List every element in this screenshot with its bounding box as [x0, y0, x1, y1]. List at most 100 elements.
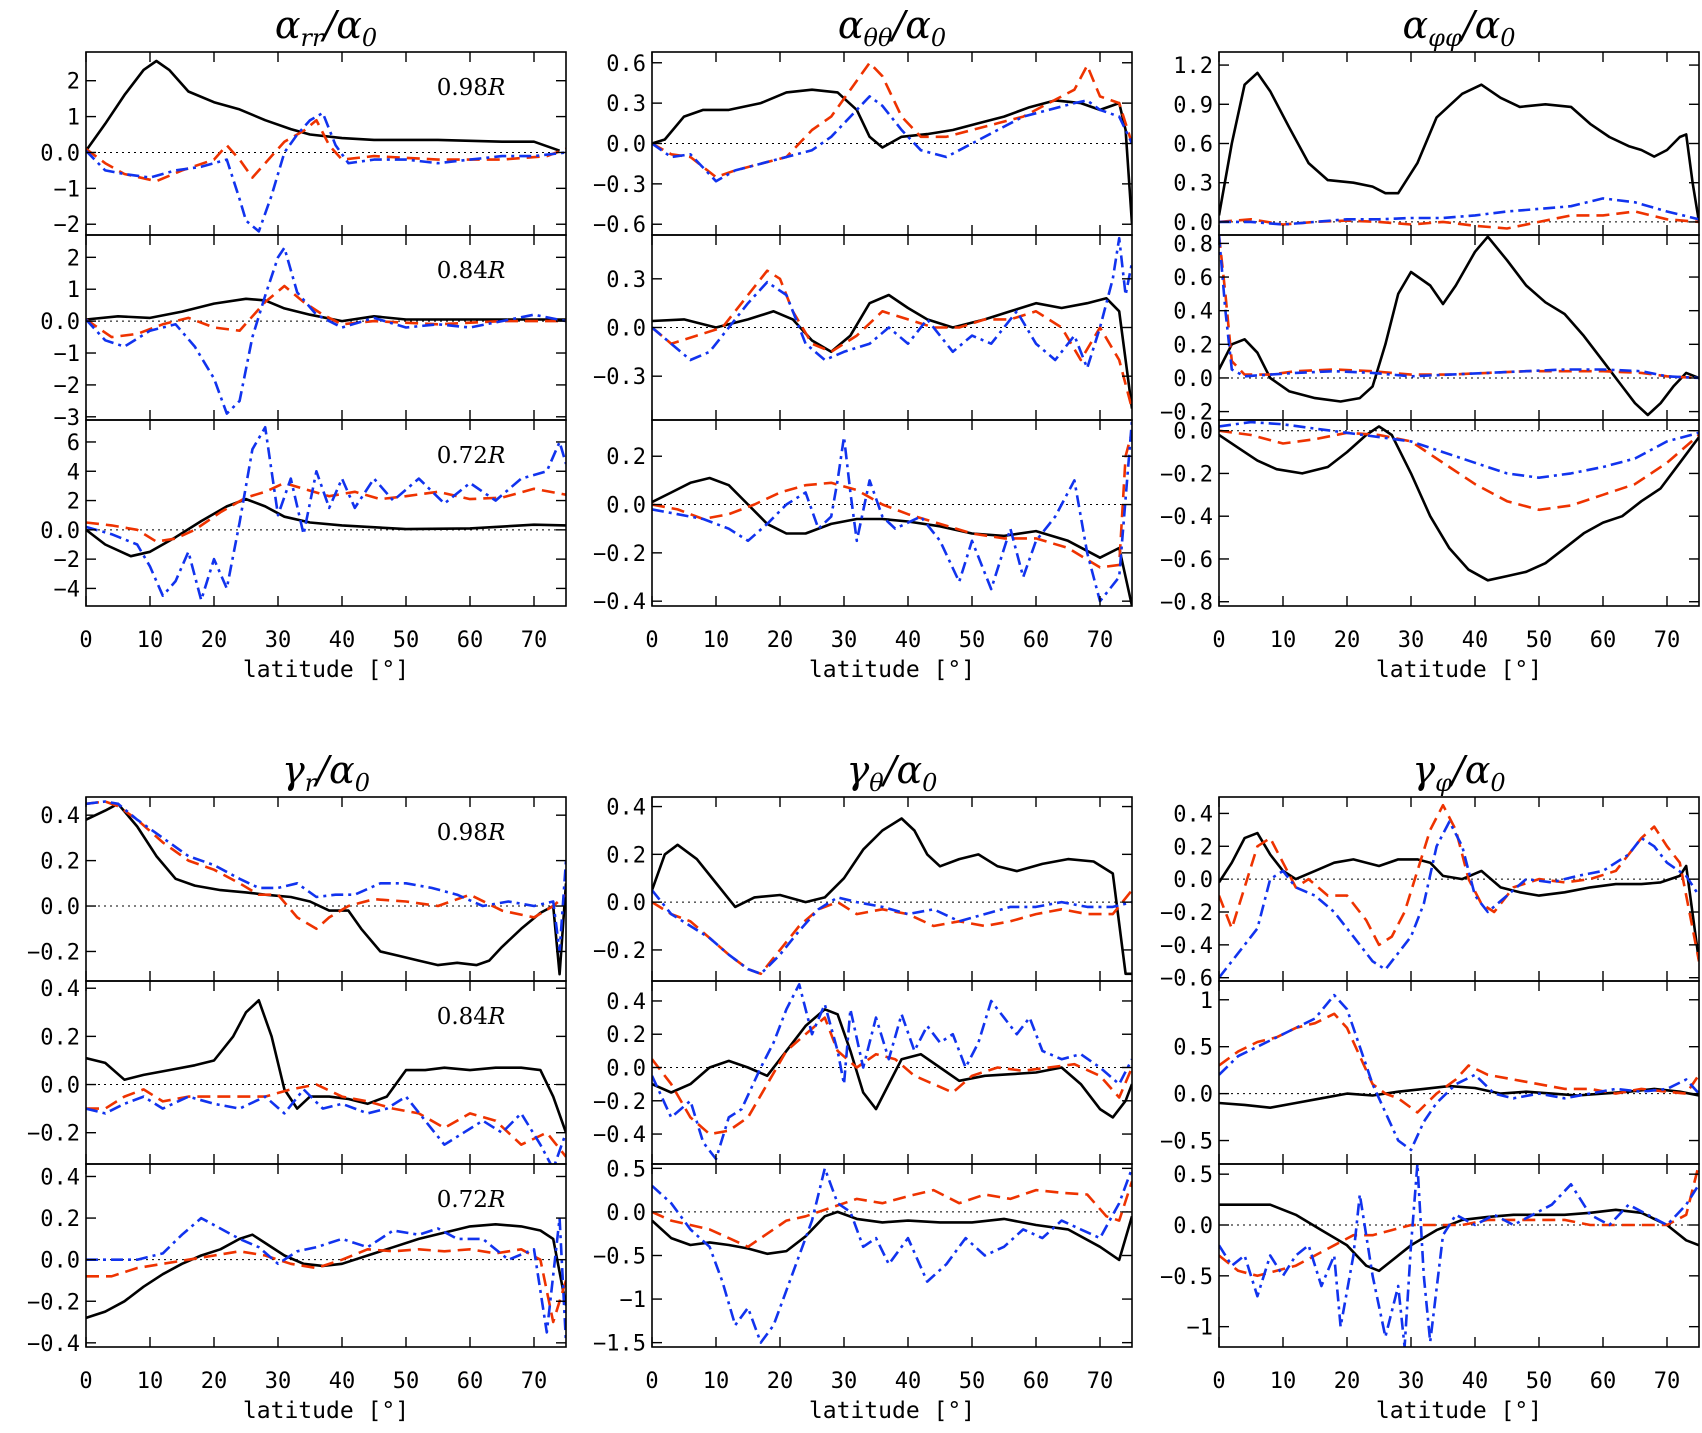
y-tick-label: −2 [54, 374, 81, 399]
panel-5: γθ/α00.40.20.0−0.20.40.20.0−0.2−0.40.50.… [593, 748, 1133, 1424]
subplot-row-1: 0.6 0.3 0.0 −0.3 −0.6 [593, 51, 1133, 238]
series-solid-line [652, 1008, 1132, 1119]
radius-label: 0.98R [437, 75, 506, 101]
y-tick-label: 1 [67, 106, 80, 131]
x-tick-label: 40 [329, 1369, 356, 1394]
series-dashed-line [86, 800, 566, 931]
x-tick-label: 10 [703, 1369, 730, 1394]
y-tick-label: −0.3 [593, 173, 646, 198]
y-tick-label: 0.2 [606, 1023, 646, 1048]
subplot-row-1: 0.4 0.2 0.0 −0.2 0.98R [27, 796, 567, 982]
y-tick-label: 1 [1200, 989, 1213, 1014]
x-tick-label: 40 [1462, 628, 1489, 653]
series-solid-line [86, 297, 566, 323]
x-tick-label: 70 [521, 1369, 548, 1394]
x-tick-label: 70 [1087, 1369, 1114, 1394]
series-dashed-line [86, 1083, 566, 1158]
x-tick-label: 0 [79, 1369, 92, 1394]
x-tick-label: 30 [265, 1369, 292, 1394]
y-tick-label: 0.2 [40, 1207, 80, 1232]
y-tick-label: −0.2 [27, 1122, 80, 1147]
series-dashdot-line [1219, 993, 1699, 1152]
x-tick-label: 50 [1526, 1369, 1553, 1394]
subplot-row-3: 6 4 2 0.0 −2 −4 0.72R [40, 419, 567, 607]
series-dashdot-line [652, 95, 1132, 183]
x-tick-label: 60 [457, 1369, 484, 1394]
series-solid-line [1219, 1203, 1699, 1273]
series-dashed-line [1219, 429, 1699, 512]
y-tick-label: −0.6 [1160, 967, 1213, 992]
x-tick-label: 50 [1526, 628, 1553, 653]
y-tick-label: −0.2 [1160, 901, 1213, 926]
x-tick-label: 40 [1462, 1369, 1489, 1394]
y-tick-label: 0.6 [606, 52, 646, 77]
x-tick-label: 50 [393, 1369, 420, 1394]
series-dashdot-line [1219, 1164, 1699, 1347]
y-tick-label: −0.5 [1160, 1265, 1213, 1290]
series-dashed-line [652, 1180, 1132, 1249]
y-tick-label: −0.2 [593, 542, 646, 567]
series-dashdot-line [86, 246, 566, 415]
subplot-row-3: 0.5 0.0 −0.5 −1 −1.5 [593, 1157, 1133, 1357]
y-tick-label: 0.0 [1173, 868, 1213, 893]
x-tick-label: 0 [1212, 628, 1225, 653]
radius-label: 0.72R [437, 1187, 506, 1213]
panel-title: αθθ/α0 [838, 3, 946, 52]
series-solid-line [86, 1223, 566, 1320]
series-dashed-line [652, 431, 1132, 569]
series-dashed-line [1219, 1012, 1699, 1114]
panel-1: αrr/α0210.0−1−20.98R210.0−1−2−30.84R6420… [40, 3, 567, 683]
subplot-frame [85, 1163, 567, 1348]
subplot-frame [651, 1163, 1133, 1348]
x-tick-label: 70 [521, 628, 548, 653]
series-solid-line [1219, 831, 1699, 962]
series-dashdot-line [1219, 420, 1699, 479]
y-tick-label: 0.0 [1173, 367, 1213, 392]
radius-label: 0.72R [437, 443, 506, 469]
x-axis-label: latitude [°] [809, 657, 975, 683]
series-dashed-line [1219, 210, 1699, 230]
x-tick-label: 50 [959, 628, 986, 653]
series-dashdot-line [1219, 235, 1699, 380]
y-tick-label: 0.0 [606, 133, 646, 158]
y-tick-label: 0.0 [1173, 211, 1213, 236]
y-tick-label: 0.0 [1173, 1214, 1213, 1239]
series-solid-line [86, 59, 561, 152]
y-tick-label: 0.0 [606, 891, 646, 916]
y-tick-label: 0.2 [606, 445, 646, 470]
y-tick-label: 6 [67, 431, 80, 456]
x-tick-label: 0 [645, 1369, 658, 1394]
subplot-row-1: 0.4 0.2 0.0 −0.2 [593, 796, 1133, 982]
x-tick-label: 30 [1398, 1369, 1425, 1394]
panel-2: αθθ/α0 0.6 0.3 0.0 −0.3 −0.6 0.3 0.0 −0.3 0.2 0.0 −… [593, 3, 1133, 683]
series-dashdot-line [86, 1088, 566, 1164]
y-tick-label: −0.4 [1160, 505, 1213, 530]
x-tick-label: 60 [1023, 1369, 1050, 1394]
y-tick-label: 0.0 [40, 1249, 80, 1274]
series-dashdot-line [652, 420, 1132, 603]
y-tick-label: −1 [54, 342, 81, 367]
y-tick-label: 0.0 [606, 1201, 646, 1226]
x-tick-label: 0 [645, 628, 658, 653]
x-tick-label: 30 [831, 1369, 858, 1394]
series-dashed-line [86, 1248, 566, 1324]
series-solid-line [86, 497, 566, 558]
x-tick-label: 10 [703, 628, 730, 653]
y-tick-label: −0.4 [1160, 934, 1213, 959]
subplot-row-2: 0.4 0.2 0.0 −0.2 −0.4 [593, 980, 1133, 1165]
series-dashdot-line [86, 111, 566, 233]
y-tick-label: 2 [67, 490, 80, 515]
series-dashed-line [1219, 235, 1699, 380]
y-tick-label: −0.2 [593, 1090, 646, 1115]
y-tick-label: 0.5 [1173, 1163, 1213, 1188]
x-tick-label: 40 [895, 1369, 922, 1394]
y-tick-label: −0.2 [593, 939, 646, 964]
panel-4: γr/α0 0.4 0.2 0.0 −0.2 0.98R 0.4 0.2 0.0 −0.2 0.84… [27, 748, 567, 1424]
x-tick-label: 0 [1212, 1369, 1225, 1394]
series-dashed-line [652, 61, 1132, 179]
y-tick-label: 0.9 [1173, 93, 1213, 118]
x-tick-label: 10 [1270, 1369, 1297, 1394]
y-tick-label: 0.0 [1173, 420, 1213, 445]
x-tick-label: 50 [393, 628, 420, 653]
